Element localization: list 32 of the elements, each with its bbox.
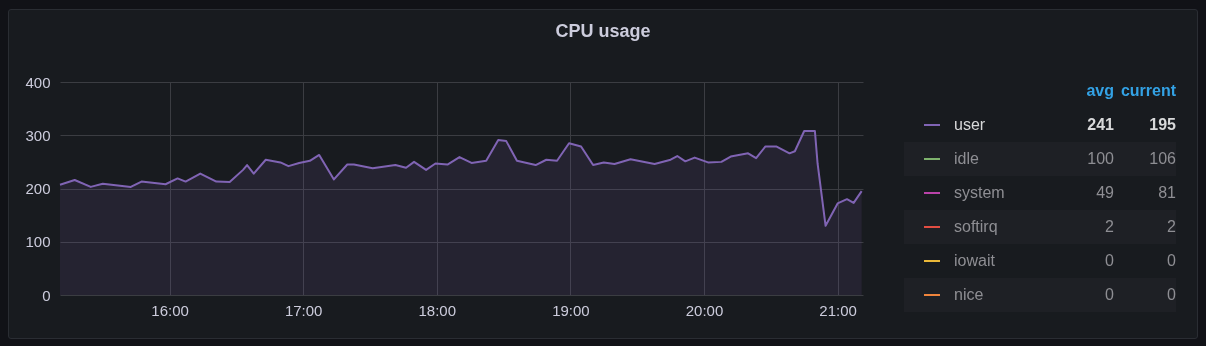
text: 100 [1086, 150, 1114, 168]
text: current [1119, 82, 1176, 100]
text: 2 [1104, 218, 1114, 236]
text: 0 [1166, 286, 1176, 304]
text: 2 [1166, 218, 1176, 236]
text: 195 [1148, 116, 1176, 134]
y-tick-label: 100 [25, 233, 51, 251]
legend-label: softirq [954, 218, 999, 236]
text: 0 [1166, 252, 1176, 270]
legend-label: nice [954, 286, 985, 304]
text: 81 [1157, 184, 1176, 202]
legend-label: iowait [954, 252, 996, 270]
text: 106 [1148, 150, 1176, 168]
x-tick-label: 20:00 [685, 301, 724, 319]
y-tick-label: 400 [25, 73, 51, 91]
text: 241 [1086, 116, 1114, 134]
y-tick-label: 300 [25, 126, 51, 144]
x-tick-label: 21:00 [819, 301, 857, 319]
x-tick-label: 17:00 [284, 301, 323, 319]
text: avg [1085, 82, 1114, 100]
y-tick-label: 200 [25, 180, 51, 197]
x-tick-label: 18:00 [418, 301, 457, 319]
x-tick-label: 16:00 [151, 301, 189, 319]
legend-label: user [954, 116, 987, 134]
text: 49 [1095, 184, 1114, 202]
y-tick-label: 0 [42, 286, 51, 304]
chart-title: CPU usage [554, 21, 652, 42]
legend-label: idle [954, 150, 980, 168]
legend-label: system [954, 184, 1006, 202]
text: 0 [1104, 286, 1114, 304]
x-tick-label: 19:00 [552, 301, 590, 319]
text: 0 [1104, 252, 1114, 270]
